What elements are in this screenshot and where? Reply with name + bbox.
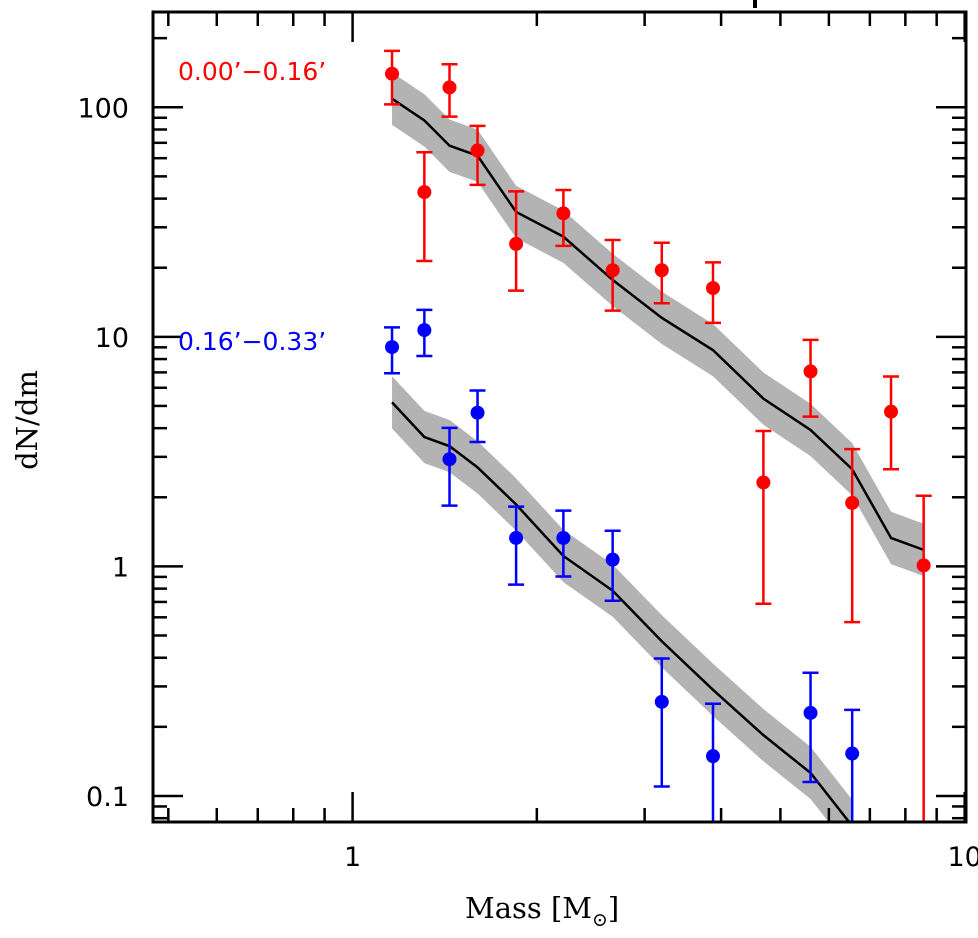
data-point	[385, 340, 400, 355]
data-point	[470, 143, 485, 158]
model-lines	[391, 97, 925, 822]
data-point	[756, 475, 771, 490]
data-point	[916, 558, 931, 573]
data-point	[605, 263, 620, 278]
data-point	[509, 530, 524, 545]
y-tick-label: 1	[112, 552, 129, 583]
data-point	[803, 705, 818, 720]
data-points	[385, 66, 931, 764]
data-point	[442, 452, 457, 467]
data-point	[705, 749, 720, 764]
cut-title-fragment	[753, 0, 757, 8]
y-axis-title: dN/dm	[10, 370, 44, 470]
solar-symbol: ⊙	[592, 909, 608, 931]
data-point	[470, 405, 485, 420]
data-point	[845, 495, 860, 510]
x-axis-title: Mass [M⊙]	[465, 891, 619, 931]
series-label-inner: 0.00’−0.16’	[178, 57, 326, 86]
x-tick-label: 1	[344, 842, 361, 873]
data-point	[417, 323, 432, 338]
data-point	[654, 694, 669, 709]
model-line-1	[391, 401, 851, 822]
data-point	[845, 746, 860, 761]
model-band-1	[392, 376, 853, 822]
tick-labels: 1 10 0.1 1 10 100	[77, 93, 978, 873]
y-tick-label: 0.1	[86, 782, 129, 813]
x-axis-title-close: ]	[608, 891, 619, 925]
series-label-outer: 0.16’−0.33’	[178, 327, 326, 356]
data-point	[654, 263, 669, 278]
x-axis-title-text: Mass [M	[465, 891, 592, 925]
model-band-0	[392, 72, 924, 577]
data-point	[705, 281, 720, 296]
axes	[151, 10, 968, 824]
ticks	[153, 12, 966, 822]
data-point	[803, 364, 818, 379]
data-point	[417, 185, 432, 200]
y-tick-label: 100	[77, 93, 129, 124]
y-tick-label: 10	[95, 323, 129, 354]
plot-frame	[151, 10, 968, 824]
data-point	[442, 80, 457, 95]
data-point	[556, 206, 571, 221]
data-point	[509, 236, 524, 251]
data-point	[385, 66, 400, 81]
data-point	[556, 530, 571, 545]
data-point	[605, 552, 620, 567]
x-tick-label: 10	[947, 842, 978, 873]
data-point	[884, 404, 899, 419]
model-line-0	[391, 97, 925, 552]
